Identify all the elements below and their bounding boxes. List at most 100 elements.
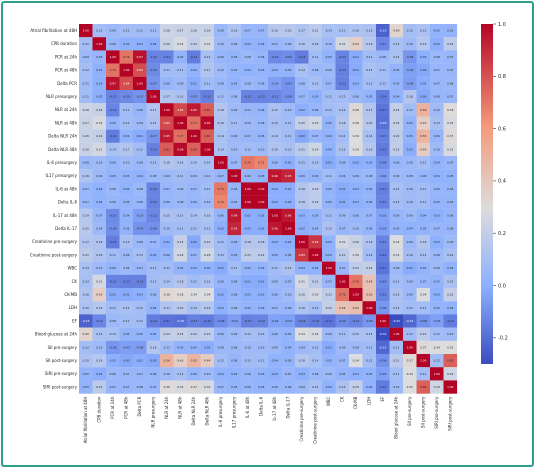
heatmap-cell <box>92 63 107 77</box>
heatmap-cell <box>146 208 161 223</box>
cell-value-label: 0.99 <box>204 121 210 125</box>
cell-value-label: 1.00 <box>339 279 345 283</box>
cell-value-label: 0.18 <box>299 187 305 191</box>
cell-value-label: -0.09 <box>285 55 292 59</box>
heatmap-cell <box>362 222 377 236</box>
cell-value-label: 0.18 <box>177 279 183 283</box>
cell-value-label: 0.06 <box>393 213 399 217</box>
heatmap-cell <box>241 274 255 289</box>
heatmap-cell <box>227 63 242 77</box>
heatmap-cell <box>92 301 107 315</box>
heatmap-cell <box>187 208 201 223</box>
heatmap-cell <box>295 235 309 249</box>
heatmap-cell <box>295 129 309 143</box>
heatmap-cell <box>200 182 215 196</box>
heatmap-cell <box>268 116 282 130</box>
cell-value-label: 0.96 <box>285 213 291 217</box>
heatmap-cell <box>430 37 444 51</box>
cell-value-label: 0.05 <box>393 227 399 231</box>
heatmap-cell <box>119 340 134 355</box>
cell-value-label: 0.89 <box>312 240 318 244</box>
cell-value-label: -0.03 <box>379 372 386 376</box>
heatmap-cell <box>349 288 363 302</box>
column-label: IL-6 at 48h <box>245 396 250 418</box>
heatmap-cell <box>403 274 417 289</box>
cell-value-label: 0.14 <box>366 134 372 138</box>
cell-value-label: 0.26 <box>191 29 197 33</box>
cell-value-label: 0.05 <box>326 187 332 191</box>
heatmap-cell <box>160 288 174 302</box>
cell-value-label: -0.08 <box>285 95 292 99</box>
cell-value-label: 0.07 <box>258 29 264 33</box>
heatmap-cell <box>187 90 201 104</box>
cell-value-label: 1.00 <box>245 187 251 191</box>
heatmap-cell <box>241 182 255 196</box>
heatmap-cell <box>308 301 323 315</box>
cell-value-label: 0.11 <box>434 332 440 336</box>
heatmap-cell <box>416 116 431 130</box>
cell-value-label: -0.18 <box>379 121 386 125</box>
heatmap-cell <box>322 103 336 117</box>
cell-value-label: 0.08 <box>110 372 116 376</box>
cell-value-label: 0.10 <box>258 345 264 349</box>
heatmap-cell <box>322 76 336 91</box>
cell-value-label: 0.25 <box>177 240 183 244</box>
heatmap-cell <box>389 76 404 91</box>
cell-value-label: 0.09 <box>231 134 237 138</box>
heatmap-cell <box>214 380 228 394</box>
heatmap-cell <box>254 142 269 157</box>
cell-value-label: 0.08 <box>137 161 143 165</box>
heatmap-cell <box>227 182 242 196</box>
cell-value-label: -0.12 <box>258 319 265 323</box>
heatmap-cell <box>362 235 377 249</box>
heatmap-cell <box>160 195 174 209</box>
cell-value-label: 0.11 <box>380 68 386 72</box>
heatmap-cell <box>92 116 107 130</box>
heatmap-cell <box>268 340 282 355</box>
cell-value-label: 0.08 <box>177 200 183 204</box>
heatmap-cell <box>403 24 417 38</box>
heatmap-cell <box>160 327 174 341</box>
heatmap-cell <box>227 314 242 328</box>
cell-value-label: 0.13 <box>137 253 143 257</box>
heatmap-cell <box>349 116 363 130</box>
cell-value-label: 0.08 <box>150 174 156 178</box>
cell-value-label: 0.06 <box>164 81 170 85</box>
heatmap-cell <box>160 340 174 355</box>
cell-value-label: -0.12 <box>352 319 359 323</box>
cell-value-label: 0.01 <box>339 187 345 191</box>
heatmap-cell <box>227 261 242 275</box>
heatmap-cell <box>416 288 431 302</box>
heatmap-cell <box>281 248 296 262</box>
row-label: CPB duration <box>51 41 78 46</box>
cell-value-label: 0.27 <box>83 121 89 125</box>
cell-value-label: 0.15 <box>366 29 372 33</box>
heatmap-cell <box>92 142 107 157</box>
cell-value-label: 0.06 <box>272 293 278 297</box>
cell-value-label: 0.07 <box>245 134 251 138</box>
cell-value-label: 0.07 <box>83 187 89 191</box>
colorbar-tick-label: 1.0 <box>498 22 506 28</box>
heatmap-cell <box>254 235 269 249</box>
heatmap-cell <box>133 235 147 249</box>
heatmap-cell <box>430 354 444 368</box>
heatmap-cell <box>349 103 363 117</box>
cell-value-label: 0.11 <box>245 359 251 363</box>
cell-value-label: 0.09 <box>191 174 197 178</box>
heatmap-cell <box>160 129 174 143</box>
cell-value-label: 0.08 <box>150 293 156 297</box>
heatmap-cell <box>146 380 161 394</box>
heatmap-cell <box>254 261 269 275</box>
cell-value-label: -0.13 <box>379 134 386 138</box>
cell-value-label: 0.36 <box>353 121 359 125</box>
heatmap-cell <box>146 314 161 328</box>
cell-value-label: 0.09 <box>299 345 305 349</box>
column-label: NLR at 48h <box>178 396 183 419</box>
cell-value-label: 0.09 <box>353 345 359 349</box>
column-label: Blood glucose at 24h <box>394 396 399 439</box>
heatmap-cell <box>200 90 215 104</box>
heatmap-cell <box>227 367 242 381</box>
heatmap-cell <box>389 129 404 143</box>
cell-value-label: 0.05 <box>312 227 318 231</box>
heatmap-cell <box>349 37 363 51</box>
